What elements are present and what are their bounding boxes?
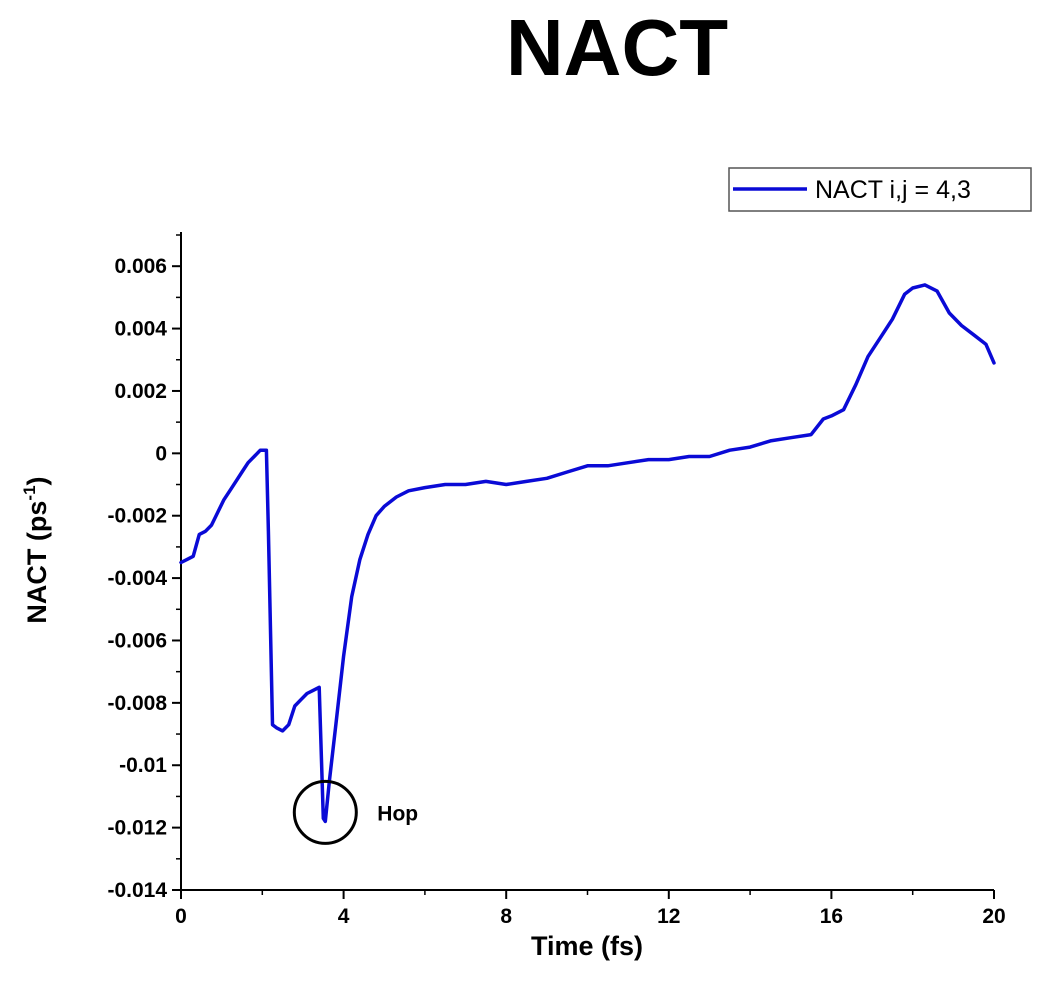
hop-circle [292,779,358,845]
y-tick-label: -0.014 [107,879,167,902]
y-tick-label: -0.008 [107,692,167,715]
y-tick-label: 0.002 [114,380,167,403]
y-tick-label: -0.012 [107,817,167,840]
y-axis-title: NACT (ps-1) [20,476,52,623]
y-tick-label: -0.01 [119,754,167,777]
y-tick-label: -0.002 [107,505,167,528]
x-tick-label: 8 [500,905,512,928]
x-tick-label: 16 [820,905,843,928]
annotation: Hop [292,779,418,845]
y-axis-title-sup: -1 [20,485,39,500]
x-tick-label: 4 [338,905,350,928]
y-tick-label: 0.006 [114,255,167,278]
legend-label: NACT i,j = 4,3 [815,176,971,204]
hop-label: Hop [377,802,418,825]
x-tick-label: 0 [175,905,187,928]
y-tick-label: -0.004 [107,567,167,590]
x-tick-label: 12 [657,905,680,928]
y-axis-title-main: NACT (ps [22,501,52,624]
series-line [179,283,996,824]
y-tick-label: 0 [155,442,167,465]
y-tick-label: 0.004 [114,318,167,341]
y-ticks: 0.006 0.004 0.002 0 -0.002 -0.004 -0.006 -0.008… [107,234,181,902]
x-ticks: 0 4 8 12 16 20 [175,890,1006,928]
x-tick-label: 20 [982,905,1005,928]
y-tick-label: -0.006 [107,629,167,652]
y-axis-title-end: ) [22,476,52,485]
chart-title: NACT [506,3,728,92]
legend: NACT i,j = 4,3 [728,167,1032,212]
x-axis-title: Time (fs) [531,931,643,961]
